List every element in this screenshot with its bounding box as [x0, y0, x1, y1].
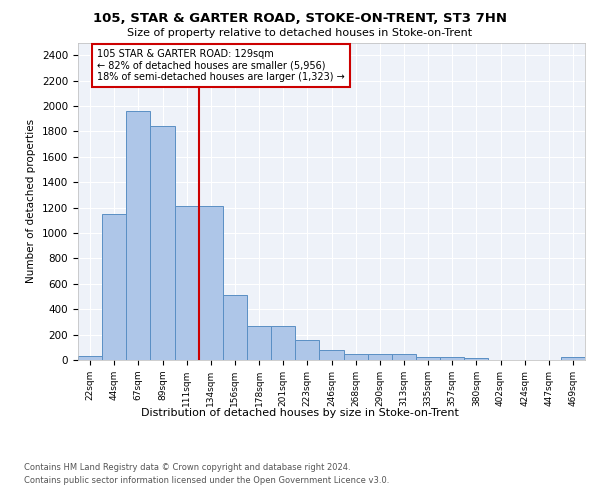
Bar: [199, 206, 223, 360]
Bar: [561, 358, 585, 360]
Bar: [416, 358, 440, 360]
Bar: [78, 356, 102, 360]
Bar: [319, 350, 344, 360]
Bar: [247, 326, 271, 360]
Bar: [126, 111, 151, 360]
Text: Contains public sector information licensed under the Open Government Licence v3: Contains public sector information licen…: [24, 476, 389, 485]
Text: Contains HM Land Registry data © Crown copyright and database right 2024.: Contains HM Land Registry data © Crown c…: [24, 462, 350, 471]
Bar: [368, 354, 392, 360]
Text: Size of property relative to detached houses in Stoke-on-Trent: Size of property relative to detached ho…: [127, 28, 473, 38]
Bar: [223, 295, 247, 360]
Y-axis label: Number of detached properties: Number of detached properties: [26, 119, 37, 284]
Bar: [464, 358, 488, 360]
Bar: [344, 354, 368, 360]
Bar: [271, 326, 295, 360]
Text: 105, STAR & GARTER ROAD, STOKE-ON-TRENT, ST3 7HN: 105, STAR & GARTER ROAD, STOKE-ON-TRENT,…: [93, 12, 507, 26]
Bar: [175, 206, 199, 360]
Bar: [392, 354, 416, 360]
Text: 105 STAR & GARTER ROAD: 129sqm
← 82% of detached houses are smaller (5,956)
18% : 105 STAR & GARTER ROAD: 129sqm ← 82% of …: [97, 49, 345, 82]
Bar: [151, 126, 175, 360]
Bar: [440, 358, 464, 360]
Text: Distribution of detached houses by size in Stoke-on-Trent: Distribution of detached houses by size …: [141, 408, 459, 418]
Bar: [102, 214, 126, 360]
Bar: [295, 340, 319, 360]
